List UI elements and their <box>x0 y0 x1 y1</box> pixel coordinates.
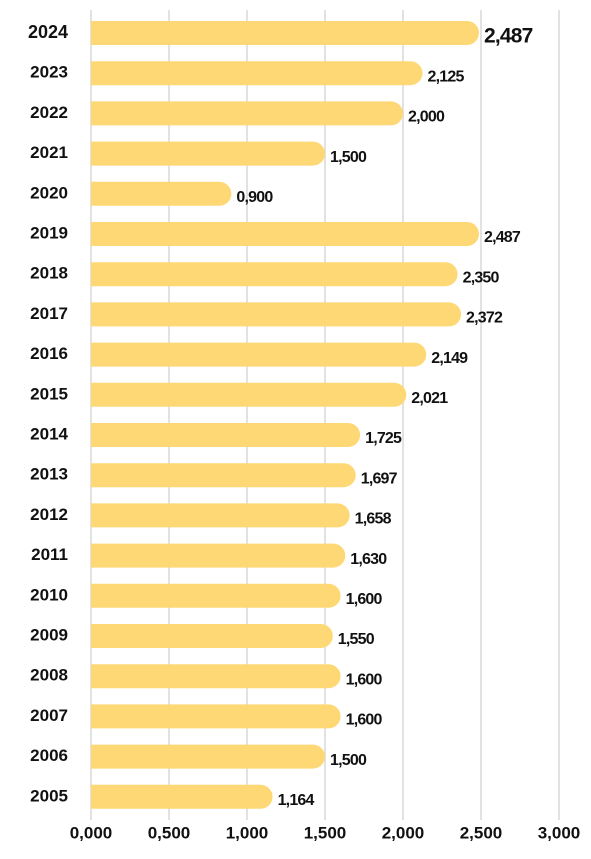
bar <box>91 61 423 86</box>
x-tick-label: 1,000 <box>226 823 269 842</box>
bar <box>91 784 273 809</box>
value-label: 0,900 <box>236 189 273 206</box>
y-tick-label: 2011 <box>31 545 68 564</box>
value-label: 1,500 <box>330 752 367 769</box>
value-label: 1,630 <box>350 551 387 568</box>
y-tick-label: 2009 <box>30 625 68 644</box>
value-label: 1,600 <box>346 671 383 688</box>
value-label: 2,372 <box>466 310 503 327</box>
bar <box>91 624 333 648</box>
y-tick-label: 2005 <box>30 786 68 805</box>
x-tick-label: 0,500 <box>148 823 191 842</box>
bar <box>91 583 341 608</box>
value-label: 2,021 <box>411 390 448 407</box>
bar <box>91 181 232 206</box>
bar <box>91 664 341 689</box>
value-label: 2,000 <box>408 109 445 126</box>
y-tick-label: 2007 <box>30 706 68 725</box>
bar <box>91 21 479 45</box>
y-tick-label: 2015 <box>30 384 68 403</box>
value-label: 1,725 <box>365 430 402 447</box>
value-label: 1,600 <box>346 712 383 729</box>
value-label: 1,550 <box>338 631 375 648</box>
bar <box>91 543 346 568</box>
y-tick-label: 2013 <box>30 465 68 484</box>
y-tick-label: 2010 <box>30 585 68 604</box>
y-tick-label: 2020 <box>30 183 68 202</box>
value-label: 1,658 <box>355 511 392 528</box>
bar <box>91 382 407 407</box>
y-tick-label: 2016 <box>30 344 68 363</box>
bar <box>91 744 325 769</box>
y-tick-label: 2017 <box>30 304 68 323</box>
value-label: 1,697 <box>361 470 398 487</box>
bar <box>91 101 404 126</box>
value-label: 2,149 <box>431 350 468 367</box>
bar <box>91 262 458 287</box>
bar <box>91 423 361 447</box>
bar <box>91 141 325 166</box>
value-label: 2,125 <box>428 68 465 85</box>
value-label: 1,164 <box>278 792 315 809</box>
bar <box>91 302 462 327</box>
bar <box>91 704 341 729</box>
x-tick-label: 2,000 <box>382 823 425 842</box>
y-tick-label: 2022 <box>30 103 68 122</box>
x-tick-label: 2,500 <box>460 823 503 842</box>
bar <box>91 222 479 246</box>
y-tick-label: 2014 <box>30 424 68 443</box>
y-tick-label: 2023 <box>30 63 68 82</box>
y-tick-label: 2019 <box>30 223 68 242</box>
y-tick-label: 2008 <box>30 666 68 685</box>
value-label: 1,600 <box>346 591 383 608</box>
x-tick-label: 1,500 <box>304 823 347 842</box>
y-tick-label: 2006 <box>30 746 68 765</box>
value-label: 2,487 <box>484 229 521 246</box>
y-tick-label: 2021 <box>30 143 68 162</box>
bar <box>91 503 350 528</box>
value-label: 1,500 <box>330 149 367 166</box>
bar <box>91 463 356 488</box>
value-label: 2,487 <box>484 25 533 48</box>
y-tick-label: 2012 <box>30 505 68 524</box>
y-tick-label: 2018 <box>30 264 68 283</box>
bar <box>91 342 427 367</box>
y-tick-label: 2024 <box>28 22 68 42</box>
x-tick-label: 3,000 <box>538 823 581 842</box>
value-label: 2,350 <box>463 269 500 286</box>
x-tick-label: 0,000 <box>70 823 113 842</box>
